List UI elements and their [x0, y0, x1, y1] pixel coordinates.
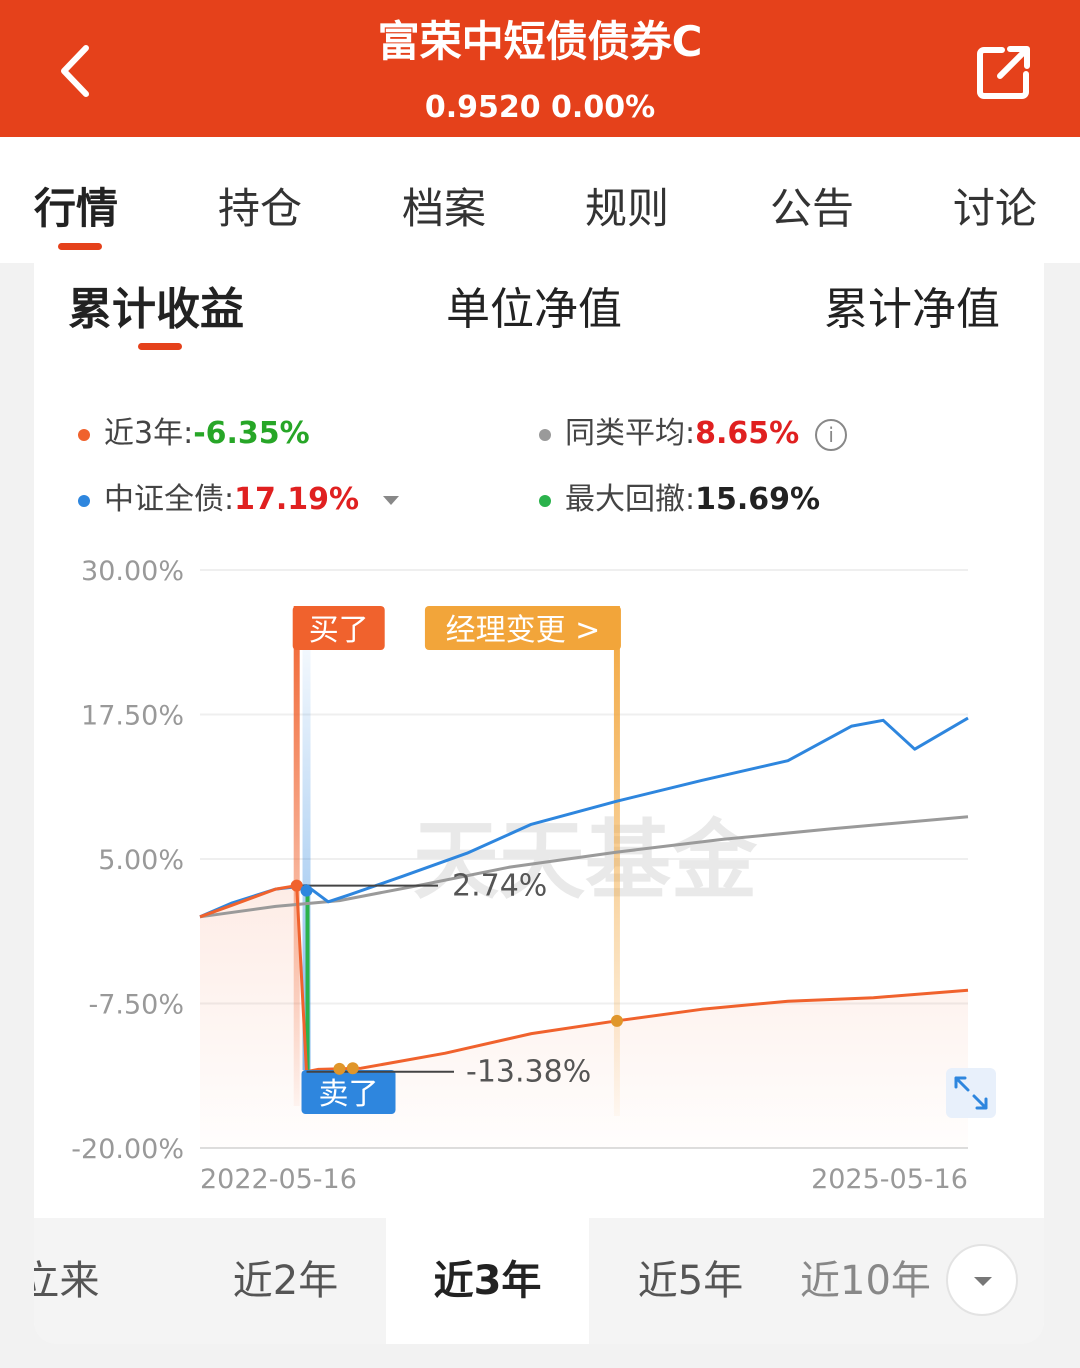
expand-button[interactable]	[946, 1068, 996, 1118]
callout-value-bottom: -13.38%	[466, 1055, 591, 1090]
legend-dot	[78, 428, 90, 441]
period-tabs: 成立来 近2年 近3年 近5年 近10年	[34, 1218, 1044, 1344]
period-10y[interactable]: 近10年	[800, 1258, 931, 1304]
legend-label: 近3年:	[104, 416, 194, 451]
legend-dot	[539, 494, 551, 507]
back-button[interactable]	[50, 38, 110, 104]
expand-button-bg	[946, 1068, 996, 1118]
subtab-cumulative-return[interactable]: 累计收益	[68, 284, 244, 335]
legend-fund: 近3年:-6.35%	[78, 408, 310, 452]
period-2y[interactable]: 近2年	[232, 1258, 339, 1304]
share-button[interactable]	[972, 40, 1036, 104]
legend-dot	[539, 428, 551, 441]
y-tick-label: -7.50%	[88, 990, 184, 1021]
y-tick-label: 30.00%	[81, 556, 184, 587]
y-tick-label: 17.50%	[81, 701, 184, 732]
sell-point-dot	[300, 884, 313, 897]
chevron-left-icon	[61, 45, 89, 97]
fund-title: 富荣中短债债券C	[377, 17, 703, 66]
legend-label: 同类平均:	[565, 416, 696, 451]
header-bar: 富荣中短债债券C 0.9520 0.00%	[0, 0, 1080, 137]
legend-value: -6.35%	[193, 416, 310, 451]
chevron-down-icon	[974, 1277, 992, 1286]
legend-dot	[78, 494, 90, 507]
buy-marker-box	[292, 606, 385, 650]
x-tick-label: 2025-05-16	[811, 1164, 968, 1195]
more-periods-button[interactable]	[946, 1244, 1018, 1316]
subtab-cumulative-nav[interactable]: 累计净值	[824, 284, 1000, 335]
manager-change-label: 经理变更 >	[446, 613, 601, 648]
chart-card: 累计收益 单位净值 累计净值 近3年:-6.35% 同类平均:8.65% i 中证…	[34, 263, 1044, 1343]
period-3y[interactable]: 近3年	[386, 1218, 589, 1344]
info-icon[interactable]: i	[815, 418, 848, 451]
sell-marker-label: 卖了	[319, 1077, 379, 1112]
buy-marker-label: 买了	[309, 613, 369, 648]
buy-point-dot	[290, 879, 303, 892]
legend-label: 中证全债:	[104, 482, 235, 517]
sell-marker-line	[302, 640, 311, 1070]
period-since-inception[interactable]: 成立来	[34, 1258, 100, 1304]
event-dot	[346, 1062, 359, 1075]
subtab-unit-nav[interactable]: 单位净值	[446, 284, 622, 335]
legend-value: 8.65%	[695, 416, 800, 451]
buy-marker-line	[293, 606, 300, 1106]
tab-holdings[interactable]: 持仓	[218, 184, 303, 233]
x-tick-label: 2022-05-16	[200, 1164, 357, 1195]
tab-announcements[interactable]: 公告	[770, 184, 855, 233]
period-5y[interactable]: 近5年	[637, 1258, 744, 1304]
y-tick-label: -20.00%	[71, 1134, 184, 1165]
legend-index[interactable]: 中证全债:17.19%	[78, 474, 400, 518]
legend-drawdown: 最大回撤:15.69%	[539, 474, 820, 518]
legend-peer: 同类平均:8.65% i	[539, 408, 848, 452]
legend-label: 最大回撤:	[565, 482, 696, 517]
manager-change-dot	[610, 1014, 623, 1027]
watermark: 天天基金	[413, 810, 758, 911]
legend-value: 15.69%	[695, 482, 821, 517]
share-icon	[977, 46, 1030, 99]
callout-value-top: 2.74%	[452, 869, 547, 904]
tab-discussion[interactable]: 讨论	[953, 184, 1038, 233]
y-tick-label: 5.00%	[98, 845, 184, 876]
fund-nav-change: 0.9520 0.00%	[424, 90, 656, 125]
tab-profile[interactable]: 档案	[402, 184, 487, 233]
sell-marker-box	[301, 1070, 396, 1114]
tab-rules[interactable]: 规则	[585, 184, 670, 233]
series-line-0	[199, 884, 969, 1074]
dropdown-caret-icon[interactable]	[383, 496, 400, 505]
manager-change-line	[613, 606, 620, 1116]
legend-value: 17.19%	[234, 482, 360, 517]
active-subtab-indicator	[138, 343, 182, 350]
main-tabs: 行情 持仓 档案 规则 公告 讨论	[0, 137, 1080, 263]
expand-icon	[954, 1076, 988, 1110]
tab-quotes[interactable]: 行情	[34, 184, 119, 233]
event-dot	[333, 1062, 346, 1075]
manager-change-box	[424, 606, 621, 650]
active-tab-indicator	[58, 243, 102, 250]
